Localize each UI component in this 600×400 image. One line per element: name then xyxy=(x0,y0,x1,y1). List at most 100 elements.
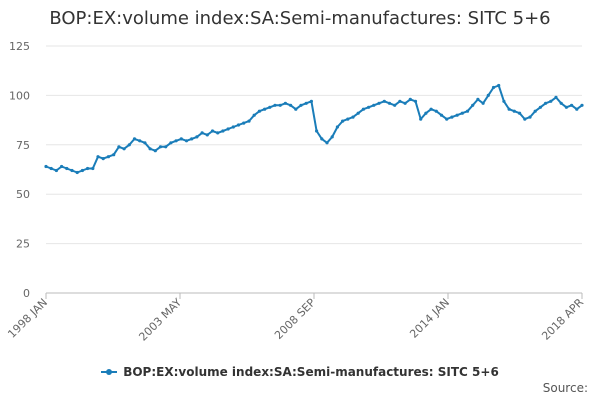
data-point xyxy=(538,105,543,109)
x-tick-label: 1998 JAN xyxy=(5,296,50,341)
data-point xyxy=(273,103,277,107)
data-point xyxy=(382,99,386,103)
data-point xyxy=(289,103,293,107)
data-point xyxy=(502,99,506,103)
data-point xyxy=(387,101,392,105)
series-line xyxy=(45,84,583,174)
data-point xyxy=(184,139,189,143)
data-point xyxy=(195,135,199,139)
data-point xyxy=(80,168,84,173)
data-point xyxy=(341,119,345,123)
data-point xyxy=(96,155,100,159)
data-point xyxy=(403,101,407,105)
x-tick-label: 2018 APR xyxy=(539,296,586,343)
data-point xyxy=(419,117,423,121)
data-point xyxy=(278,103,282,107)
data-point xyxy=(559,101,563,105)
data-point xyxy=(70,168,74,173)
data-point xyxy=(408,97,412,101)
data-point xyxy=(544,101,548,105)
gridlines xyxy=(46,45,582,294)
data-point xyxy=(523,117,527,121)
data-point xyxy=(309,99,313,103)
data-point xyxy=(465,109,470,113)
data-point xyxy=(226,127,230,131)
data-point xyxy=(429,107,433,111)
data-point xyxy=(122,147,126,151)
data-point xyxy=(49,166,53,171)
data-point xyxy=(413,99,418,103)
data-point xyxy=(252,113,256,117)
y-tick-label: 25 xyxy=(16,238,30,251)
data-point xyxy=(335,125,339,129)
legend[interactable]: BOP:EX:volume index:SA:Semi-manufactures… xyxy=(0,365,600,379)
data-point xyxy=(236,123,241,127)
data-point xyxy=(44,164,48,169)
data-point xyxy=(434,109,438,113)
data-point xyxy=(54,168,59,173)
data-point xyxy=(330,135,334,139)
data-point xyxy=(205,133,209,137)
data-point xyxy=(106,155,110,159)
data-point xyxy=(554,95,558,99)
y-tick-label: 75 xyxy=(16,139,30,152)
data-point xyxy=(564,105,569,109)
data-point xyxy=(190,137,194,141)
data-point xyxy=(575,107,579,111)
data-point xyxy=(179,137,183,141)
data-point xyxy=(570,103,574,107)
data-point xyxy=(153,149,157,153)
data-point xyxy=(455,113,459,117)
data-point xyxy=(299,103,303,107)
data-point xyxy=(518,111,522,115)
data-point xyxy=(138,139,142,143)
data-point xyxy=(481,101,485,105)
data-point xyxy=(112,153,116,157)
data-point xyxy=(450,115,454,119)
data-point xyxy=(497,83,501,88)
data-point xyxy=(231,125,235,129)
data-point xyxy=(263,107,267,111)
data-point xyxy=(549,99,553,103)
legend-line-marker-icon xyxy=(101,367,118,377)
data-point xyxy=(372,103,376,107)
chart-title: BOP:EX:volume index:SA:Semi-manufactures… xyxy=(49,8,551,29)
data-point xyxy=(471,103,475,107)
data-point xyxy=(242,121,246,125)
data-point xyxy=(257,109,261,113)
data-point xyxy=(174,139,178,143)
data-point xyxy=(476,97,480,101)
data-point xyxy=(346,117,350,121)
data-point xyxy=(361,107,365,111)
legend-label: BOP:EX:volume index:SA:Semi-manufactures… xyxy=(123,365,499,379)
data-point xyxy=(210,129,215,133)
data-point xyxy=(528,115,532,119)
data-point xyxy=(377,101,381,105)
data-point xyxy=(439,113,444,117)
y-tick-label: 0 xyxy=(23,287,30,300)
data-point xyxy=(216,131,220,135)
data-point xyxy=(367,105,371,109)
x-tick-label: 2008 SEP xyxy=(272,296,318,342)
data-point xyxy=(491,85,496,90)
data-point xyxy=(127,143,131,147)
y-tick-label: 50 xyxy=(16,188,30,201)
data-point xyxy=(148,147,152,151)
source-label: Source: xyxy=(542,381,588,395)
y-tick-label: 125 xyxy=(9,40,30,53)
data-point xyxy=(283,101,287,105)
data-point xyxy=(200,131,204,135)
data-point xyxy=(268,105,272,109)
data-point xyxy=(294,107,298,111)
data-point xyxy=(424,111,428,115)
x-tick-label: 2014 JAN xyxy=(407,296,452,341)
data-point xyxy=(60,164,64,169)
data-point xyxy=(247,119,251,123)
data-point xyxy=(169,141,173,145)
data-point xyxy=(132,137,137,141)
data-point xyxy=(325,141,329,145)
y-tick-label: 100 xyxy=(9,89,30,102)
data-point xyxy=(445,117,449,121)
data-point xyxy=(320,137,324,141)
